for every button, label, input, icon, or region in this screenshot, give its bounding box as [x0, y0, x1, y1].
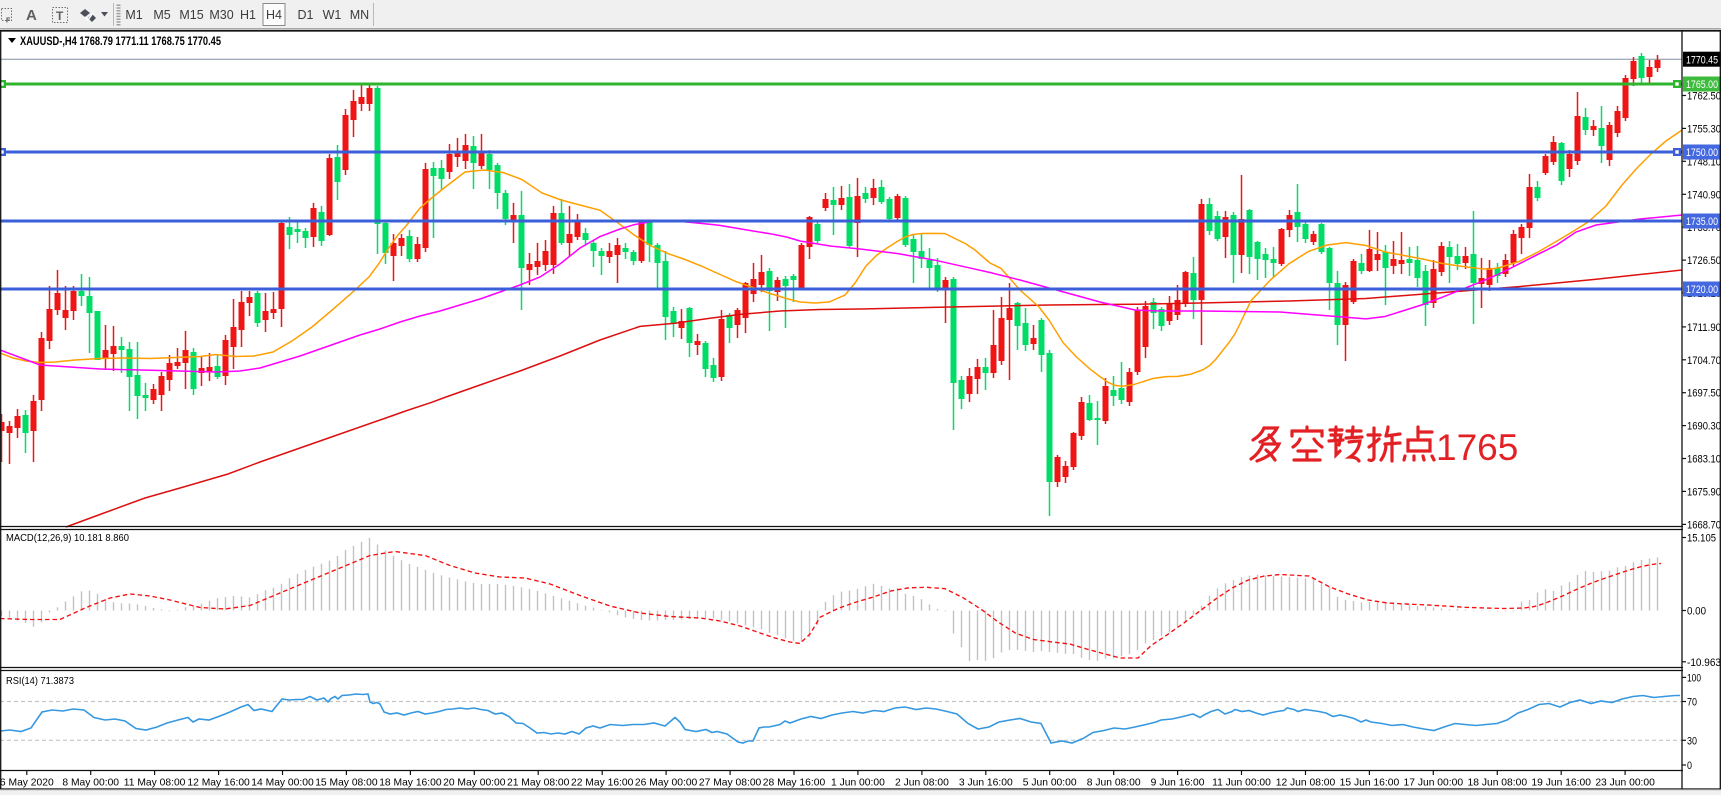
svg-text:12 May 16:00: 12 May 16:00	[187, 778, 250, 789]
svg-text:15 Jun 16:00: 15 Jun 16:00	[1340, 778, 1400, 789]
svg-text:1675.90: 1675.90	[1687, 486, 1721, 498]
svg-text:1697.50: 1697.50	[1687, 388, 1721, 400]
svg-text:15.105: 15.105	[1687, 533, 1716, 545]
svg-text:A: A	[26, 7, 37, 24]
svg-text:14 May 00:00: 14 May 00:00	[251, 778, 314, 789]
svg-text:M30: M30	[209, 8, 233, 22]
svg-text:1726.50: 1726.50	[1687, 255, 1721, 267]
svg-text:1765: 1765	[1436, 427, 1518, 468]
svg-text:1 Jun 00:00: 1 Jun 00:00	[831, 778, 885, 789]
svg-text:0: 0	[1687, 760, 1692, 772]
svg-text:1690.30: 1690.30	[1687, 421, 1721, 433]
svg-text:26 May 00:00: 26 May 00:00	[635, 778, 698, 789]
svg-text:0.00: 0.00	[1687, 606, 1706, 618]
svg-text:3 Jun 16:00: 3 Jun 16:00	[959, 778, 1013, 789]
svg-text:M5: M5	[153, 8, 170, 22]
svg-text:70: 70	[1687, 697, 1697, 709]
svg-text:27 May 08:00: 27 May 08:00	[699, 778, 762, 789]
svg-text:2 Jun 08:00: 2 Jun 08:00	[895, 778, 949, 789]
svg-text:6 May 2020: 6 May 2020	[0, 778, 54, 789]
svg-text:18 May 16:00: 18 May 16:00	[379, 778, 442, 789]
svg-text:1735.00: 1735.00	[1686, 216, 1718, 228]
svg-text:1770.45: 1770.45	[1686, 54, 1718, 66]
svg-text:MN: MN	[350, 8, 369, 22]
svg-text:23 Jun 00:00: 23 Jun 00:00	[1595, 778, 1655, 789]
svg-text:19 Jun 16:00: 19 Jun 16:00	[1531, 778, 1591, 789]
svg-text:1765.00: 1765.00	[1686, 79, 1718, 91]
svg-text:1711.90: 1711.90	[1687, 322, 1721, 334]
svg-text:1668.70: 1668.70	[1687, 519, 1721, 531]
svg-text:5 Jun 00:00: 5 Jun 00:00	[1023, 778, 1077, 789]
svg-text:1704.70: 1704.70	[1687, 355, 1721, 367]
svg-text:F: F	[6, 18, 11, 25]
svg-text:1762.50: 1762.50	[1687, 91, 1721, 103]
svg-text:20 May 00:00: 20 May 00:00	[443, 778, 506, 789]
svg-text:1683.10: 1683.10	[1687, 454, 1721, 466]
svg-text:9 Jun 16:00: 9 Jun 16:00	[1151, 778, 1205, 789]
svg-text:15 May 08:00: 15 May 08:00	[315, 778, 378, 789]
svg-text:RSI(14) 71.3873: RSI(14) 71.3873	[6, 675, 74, 687]
svg-text:18 Jun 08:00: 18 Jun 08:00	[1468, 778, 1528, 789]
svg-text:T: T	[56, 9, 64, 23]
svg-text:1750.00: 1750.00	[1686, 147, 1718, 159]
svg-text:-10.963: -10.963	[1687, 657, 1721, 669]
svg-text:17 Jun 00:00: 17 Jun 00:00	[1404, 778, 1464, 789]
svg-text:12 Jun 08:00: 12 Jun 08:00	[1276, 778, 1336, 789]
svg-text:22 May 16:00: 22 May 16:00	[571, 778, 634, 789]
svg-text:W1: W1	[323, 8, 342, 22]
svg-text:M1: M1	[125, 8, 142, 22]
svg-text:MACD(12,26,9) 10.181 8.860: MACD(12,26,9) 10.181 8.860	[6, 532, 129, 544]
svg-text:1755.30: 1755.30	[1687, 123, 1721, 135]
svg-text:D1: D1	[298, 8, 314, 22]
svg-text:1740.90: 1740.90	[1687, 189, 1721, 201]
svg-text:11 May 08:00: 11 May 08:00	[124, 778, 186, 789]
svg-text:8 May 00:00: 8 May 00:00	[62, 778, 119, 789]
svg-text:H4: H4	[266, 8, 282, 22]
svg-text:11 Jun 00:00: 11 Jun 00:00	[1212, 778, 1271, 789]
svg-text:H1: H1	[240, 8, 256, 22]
svg-text:8 Jun 08:00: 8 Jun 08:00	[1087, 778, 1141, 789]
svg-text:30: 30	[1687, 735, 1697, 747]
svg-text:28 May 16:00: 28 May 16:00	[763, 778, 826, 789]
svg-text:21 May 08:00: 21 May 08:00	[507, 778, 570, 789]
svg-text:1720.00: 1720.00	[1686, 284, 1718, 296]
svg-text:100: 100	[1687, 672, 1701, 684]
svg-text:M15: M15	[179, 8, 203, 22]
svg-text:XAUUSD-,H4 1768.79 1771.11 17: XAUUSD-,H4 1768.79 1771.11 1768.75 1770.…	[20, 36, 221, 48]
